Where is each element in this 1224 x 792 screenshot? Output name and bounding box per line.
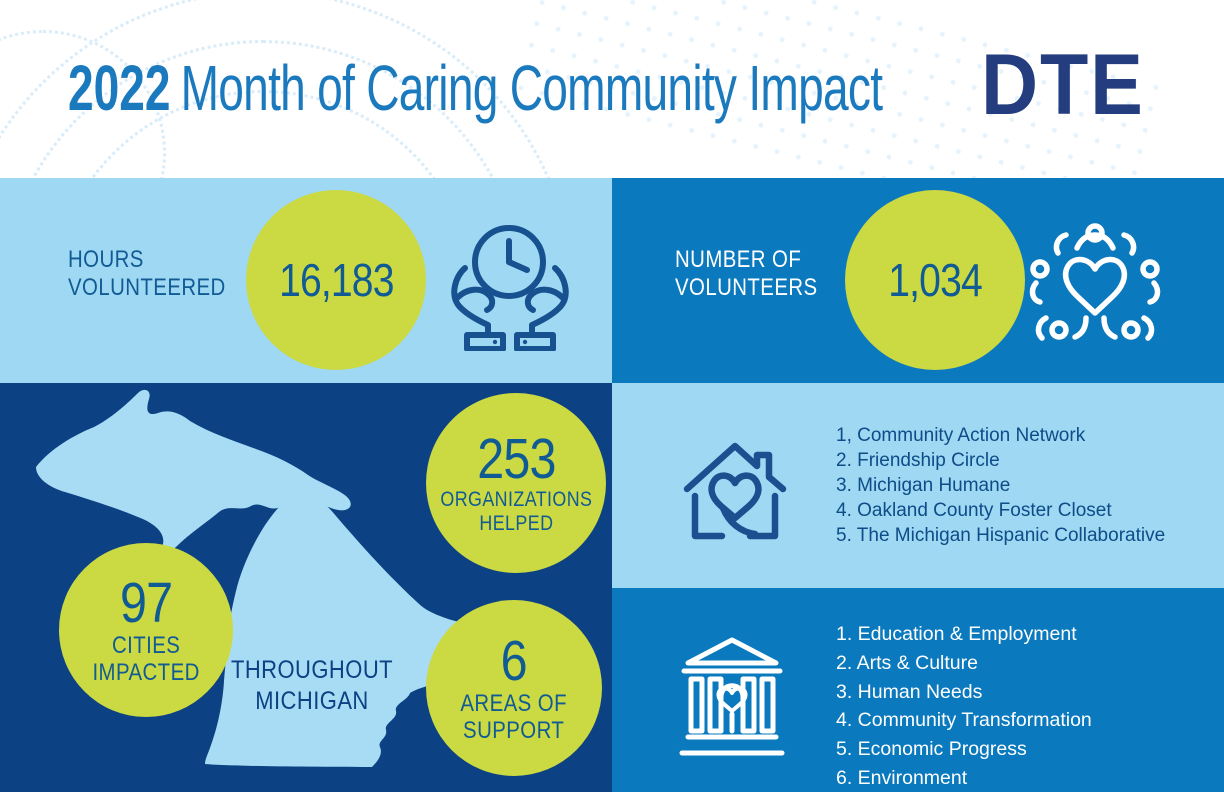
list-item: 1. Education & Employment xyxy=(836,623,1077,645)
areas-value: 6 xyxy=(500,629,528,693)
people-around-heart-icon xyxy=(1029,223,1161,341)
list-item: 2. Friendship Circle xyxy=(836,450,1000,471)
volunteers-label: NUMBER OF VOLUNTEERS xyxy=(675,246,818,301)
list-item: 1, Community Action Network xyxy=(836,425,1086,446)
list-item: 5. The Michigan Hispanic Collaborative xyxy=(836,525,1166,546)
title-text: Month of Caring Community Impact xyxy=(180,52,883,124)
michigan-map xyxy=(36,389,495,767)
areas-panel: 1. Education & Employment 2. Arts & Cult… xyxy=(612,588,1224,792)
hands-holding-clock-icon xyxy=(451,225,577,351)
dte-logo: DTE xyxy=(981,37,1145,133)
hours-value-bubble: 16,183 xyxy=(246,190,426,370)
areas-list: 1. Education & Employment 2. Arts & Cult… xyxy=(836,620,1092,792)
organizations-panel: 1, Community Action Network 2. Friendshi… xyxy=(612,383,1224,588)
map-panel: THROUGHOUT MICHIGAN 253 ORGANIZATIONS HE… xyxy=(0,383,612,792)
list-item: 4. Community Transformation xyxy=(836,709,1092,732)
list-item: 6. Environment xyxy=(836,766,968,789)
hours-label: HOURS VOLUNTEERED xyxy=(68,246,226,301)
organizations-value: 253 xyxy=(476,427,556,491)
list-item: 3. Michigan Humane xyxy=(836,475,1011,496)
list-item: 2. Arts & Culture xyxy=(836,651,978,674)
hours-value: 16,183 xyxy=(278,254,394,306)
list-item: 4. Oakland County Foster Closet xyxy=(836,500,1112,521)
volunteers-value-bubble: 1,034 xyxy=(845,190,1025,370)
title-year: 2022 xyxy=(68,52,171,124)
organizations-bubble: 253 ORGANIZATIONS HELPED xyxy=(426,393,606,573)
map-caption: THROUGHOUT MICHIGAN xyxy=(230,656,394,715)
cities-value: 97 xyxy=(119,571,173,635)
organizations-list: 1, Community Action Network 2. Friendshi… xyxy=(836,423,1165,548)
list-item: 5. Economic Progress xyxy=(836,738,1027,761)
areas-bubble: 6 AREAS OF SUPPORT xyxy=(426,600,602,776)
volunteers-value: 1,034 xyxy=(888,254,982,306)
cities-bubble: 97 CITIES IMPACTED xyxy=(59,543,233,717)
hours-panel: HOURS VOLUNTEERED 16,183 xyxy=(0,178,612,383)
volunteers-panel: NUMBER OF VOLUNTEERS 1,034 xyxy=(612,178,1224,383)
page-title: 2022 Month of Caring Community Impact xyxy=(68,48,883,128)
list-item: 3. Human Needs xyxy=(836,680,983,703)
bank-heart-icon xyxy=(679,637,785,756)
house-heart-icon xyxy=(683,442,787,540)
header: 2022 Month of Caring Community Impact DTE xyxy=(0,0,1224,178)
